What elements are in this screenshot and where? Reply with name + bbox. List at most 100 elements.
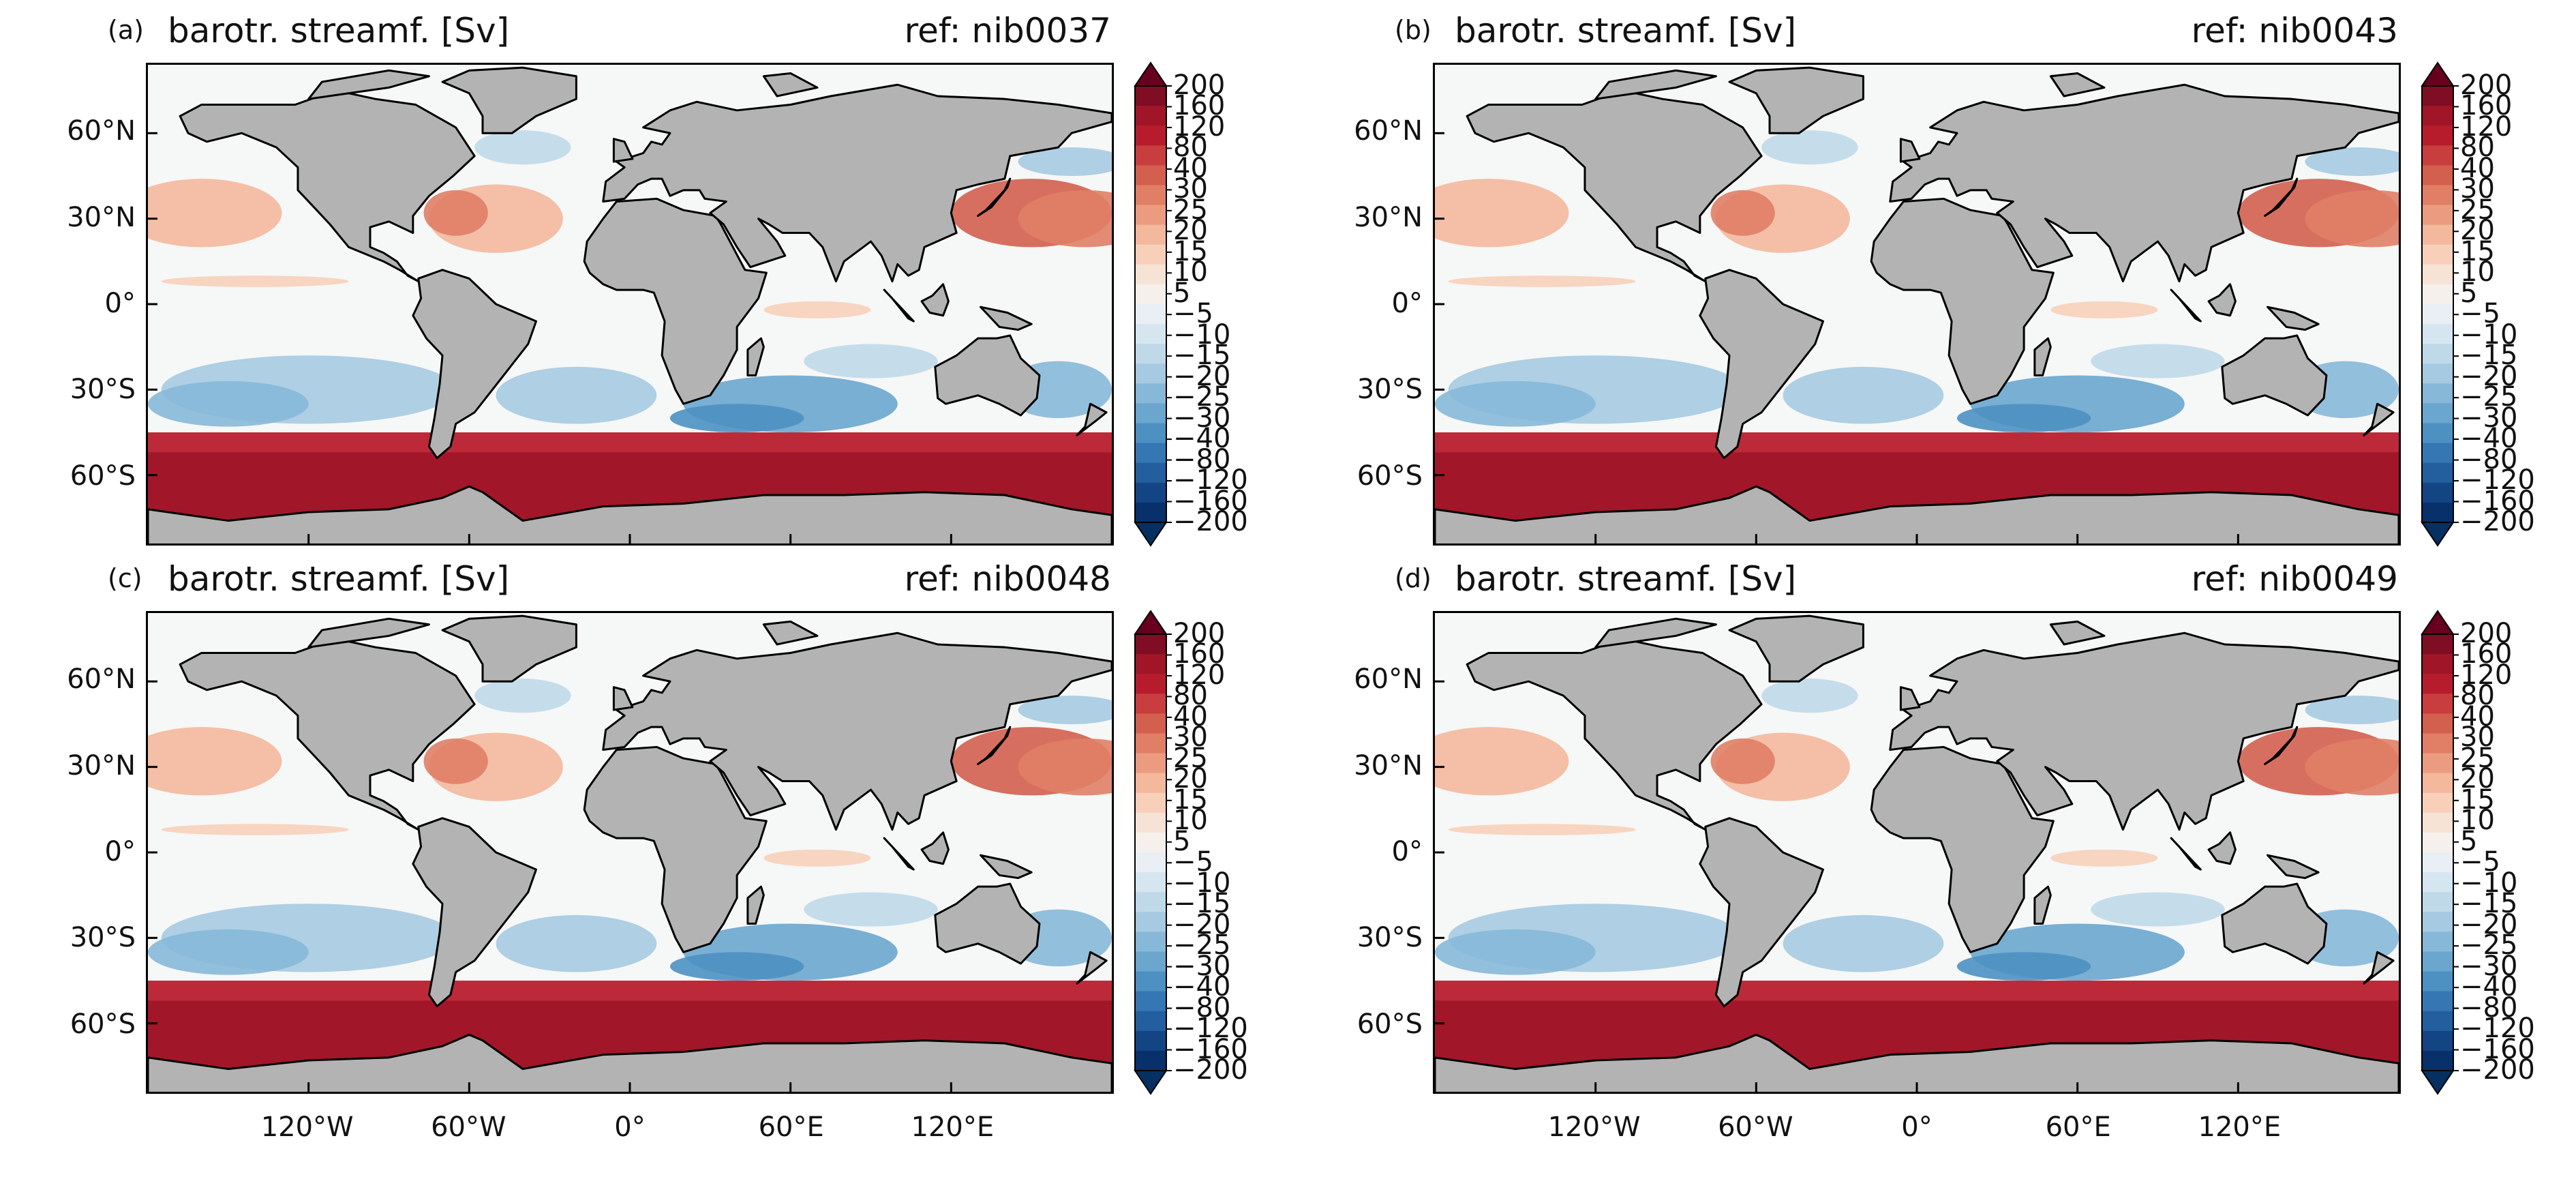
colorbar-panel-d: 200 160 120 80 40 30 25 20 15 10 5 −5 −10 −15 −20 −25 −3… <box>2421 610 2576 1095</box>
colorbar-segment <box>1135 443 1166 464</box>
lon-tick-label: 60°W <box>1718 1112 1793 1143</box>
colorbar-segment <box>1135 125 1166 146</box>
colorbar-segment <box>1135 185 1166 206</box>
colorbar-tick-label: −160 <box>1173 1033 1248 1065</box>
colorbar-segment <box>2422 443 2453 464</box>
panel-ref: ref: nib0048 <box>904 559 1111 599</box>
colorbar-tick-label: −30 <box>2460 402 2518 434</box>
colorbar-tick-label: −30 <box>1173 950 1231 982</box>
colorbar-tick-label: −5 <box>2460 298 2500 330</box>
colorbar-segment <box>1135 165 1166 185</box>
lat-tick-label: 30°S <box>70 922 136 954</box>
colorbar-segment <box>1135 224 1166 245</box>
colorbar-segment <box>2422 753 2453 774</box>
land-mass <box>2363 402 2395 436</box>
land-mass <box>2207 831 2237 865</box>
lat-tick-label: 30°S <box>1357 374 1423 406</box>
colorbar-tick-label: 25 <box>1173 194 1208 226</box>
colorbar-tick-label: 25 <box>2460 194 2495 226</box>
colorbar-tick-label: −15 <box>2460 888 2518 920</box>
colorbar-segment <box>2422 1011 2453 1032</box>
map-panel-c <box>146 611 1114 1094</box>
colorbar-tick-label: −10 <box>2460 867 2518 899</box>
colorbar-tick-label: 25 <box>1173 742 1208 774</box>
colorbar-segment <box>2422 832 2453 853</box>
colorbar-segment <box>1135 654 1166 674</box>
land-mass <box>441 614 577 683</box>
land-mass <box>602 631 1112 831</box>
colorbar-segment <box>2422 482 2453 503</box>
land-mass <box>2170 837 2202 871</box>
land-mass <box>1076 951 1108 985</box>
colorbar-segment <box>2422 423 2453 444</box>
land-mass <box>307 69 430 100</box>
colorbar-extend-max <box>2421 610 2455 635</box>
colorbar-segment <box>2422 264 2453 285</box>
panel-letter: (b) <box>1395 15 1431 45</box>
field-map <box>148 65 1112 543</box>
colorbar-tick-label: −20 <box>1173 908 1231 940</box>
lat-tick-label: 60°S <box>1357 1008 1423 1040</box>
colorbar-segment <box>1135 324 1166 344</box>
colorbar-segment <box>2422 304 2453 325</box>
colorbar-tick-label: −30 <box>2460 950 2518 982</box>
colorbar-segment <box>1135 482 1166 503</box>
colorbar-tick-label: −160 <box>1173 485 1248 517</box>
panel-title: barotr. streamf. [Sv] <box>168 559 510 599</box>
colorbar-segment <box>2422 125 2453 146</box>
streamfunction-contour <box>161 275 349 287</box>
colorbar-segment <box>2422 205 2453 226</box>
colorbar-tick-label: 200 <box>1173 70 1226 101</box>
colorbar-segment <box>1135 852 1166 873</box>
land-mass <box>179 638 476 831</box>
colorbar-tick-label: 5 <box>2460 277 2478 309</box>
colorbar-tick-label: −10 <box>1173 318 1231 351</box>
streamfunction-contour <box>1956 404 2091 433</box>
colorbar-segment <box>2422 951 2453 972</box>
streamfunction-contour <box>1018 696 1112 724</box>
land-mass <box>1466 638 1763 831</box>
streamfunction-contour <box>474 130 571 165</box>
colorbar-segment <box>1135 792 1166 814</box>
colorbar-tick-label: −25 <box>1173 381 1231 413</box>
colorbar-segment <box>2422 145 2453 166</box>
colorbar-segment <box>2422 932 2453 952</box>
colorbar-tick-label: −10 <box>1173 867 1231 899</box>
lat-tick-label: 30°N <box>1354 749 1423 781</box>
colorbar-segment <box>1135 773 1166 794</box>
land-mass <box>883 837 915 871</box>
colorbar-segment <box>2422 383 2453 404</box>
lat-tick-label: 60°S <box>70 460 136 492</box>
colorbar-segment <box>1135 462 1166 483</box>
colorbar-tick-label: −20 <box>2460 908 2518 940</box>
colorbar-segment <box>2422 106 2453 126</box>
colorbar-tick-label: 15 <box>2460 784 2495 816</box>
streamfunction-contour <box>1018 147 1112 176</box>
land-mass <box>2264 177 2299 217</box>
field-map <box>1435 613 2399 1092</box>
colorbar-segment <box>2422 634 2453 655</box>
colorbar-tick-label: −80 <box>2460 992 2518 1024</box>
colorbar-tick-label: 30 <box>2460 721 2495 754</box>
colorbar-segment <box>2422 344 2453 364</box>
colorbar-segment <box>2422 654 2453 674</box>
streamfunction-contour <box>1435 179 1569 248</box>
land-mass <box>2363 951 2395 985</box>
colorbar-segment <box>1135 951 1166 972</box>
colorbar-segment <box>1135 892 1166 912</box>
colorbar-tick-label: 120 <box>2460 110 2513 143</box>
map-panel-b <box>1433 63 2401 546</box>
colorbar-tick-label: 10 <box>2460 805 2495 837</box>
lon-tick-label: 60°E <box>2045 1112 2111 1143</box>
colorbar-segment <box>1135 1050 1166 1071</box>
streamfunction-contour <box>1018 190 1112 248</box>
lat-tick-label: 30°N <box>1354 201 1423 233</box>
streamfunction-contour <box>2305 190 2399 248</box>
land-mass <box>980 306 1033 331</box>
colorbar-panel-a: 200 160 120 80 40 30 25 20 15 10 5 −5 −10 −15 −20 −25 −3… <box>1134 61 1339 547</box>
streamfunction-contour <box>2305 696 2399 724</box>
colorbar-segment <box>2422 502 2453 523</box>
colorbar-tick-label: −15 <box>1173 340 1231 372</box>
colorbar-segment <box>2422 674 2453 694</box>
colorbar-tick-label: −40 <box>2460 423 2518 455</box>
